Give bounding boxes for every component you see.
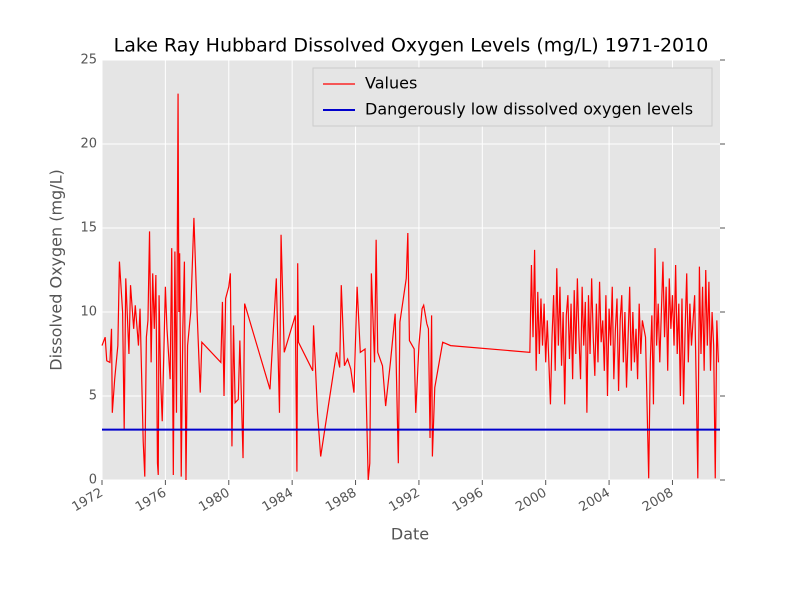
- y-tick-label: 15: [80, 221, 97, 236]
- data-line: [101, 93, 720, 481]
- x-tick-label: 1988: [323, 486, 359, 516]
- x-tick-label: 1980: [196, 486, 232, 516]
- x-axis-label: Date: [391, 525, 429, 544]
- y-tick-label: 5: [89, 389, 97, 404]
- x-tick-label: 1992: [387, 486, 423, 516]
- legend-box: [312, 67, 713, 127]
- x-tick-label: 2004: [577, 486, 613, 516]
- x-tick-label: 1976: [133, 486, 169, 516]
- y-tick-label: 10: [80, 305, 97, 320]
- chart-title: Lake Ray Hubbard Dissolved Oxygen Levels…: [114, 35, 709, 57]
- y-tick-label: 20: [80, 137, 97, 152]
- plot-area: [102, 60, 720, 480]
- x-tick-label: 2000: [513, 486, 549, 516]
- y-tick-label: 0: [89, 473, 97, 488]
- legend-label: Dangerously low dissolved oxygen levels: [365, 100, 693, 119]
- y-tick-label: 25: [80, 53, 97, 68]
- legend-label: Values: [365, 74, 417, 93]
- x-tick-label: 1984: [260, 486, 296, 516]
- x-tick-label: 1972: [70, 486, 106, 516]
- x-tick-label: 2008: [640, 486, 676, 516]
- x-tick-label: 1996: [450, 486, 486, 516]
- y-axis-label: Dissolved Oxygen (mg/L): [47, 169, 66, 371]
